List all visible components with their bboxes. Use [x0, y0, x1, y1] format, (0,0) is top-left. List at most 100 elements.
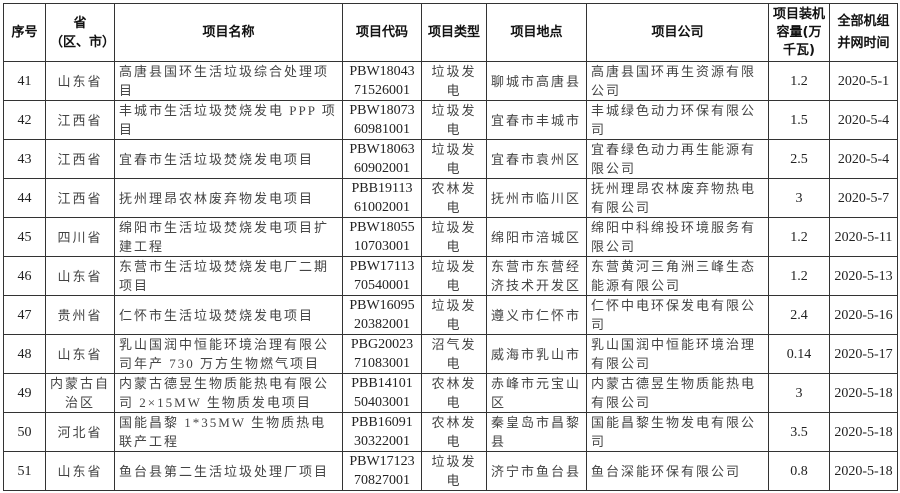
cell-name: 鱼台县第二生活垃圾处理厂项目	[114, 451, 343, 491]
cell-province: 内蒙古自治区	[45, 373, 115, 413]
cell-code: PBB1911361002001	[342, 178, 422, 218]
header-location: 项目地点	[486, 3, 587, 62]
table-row: 51 山东省 鱼台县第二生活垃圾处理厂项目 PBW1712370827001 垃圾发电济…	[3, 451, 898, 491]
header-no: 序号	[3, 3, 46, 62]
cell-code: PBW1806360902001	[342, 139, 422, 179]
cell-code: PBW1805510703001	[342, 217, 422, 257]
cell-no: 41	[3, 61, 46, 101]
table-row: 47 贵州省 仁怀市生活垃圾焚烧发电项目 PBW1609520382001 垃圾发电 遵义…	[3, 295, 898, 335]
cell-province: 江西省	[45, 178, 115, 218]
cell-type: 垃圾发电	[421, 139, 487, 179]
table-row: 49 内蒙古自治区 内蒙古德昱生物质能热电有限公司 2×15MW 生物质发电项目 PB…	[3, 373, 898, 413]
table-row: 45 四川省 绵阳市生活垃圾焚烧发电项目扩建工程 PBW1805510703001 垃圾…	[3, 217, 898, 257]
cell-date: 2020-5-4	[829, 100, 898, 140]
cell-code: PBW1807360981001	[342, 100, 422, 140]
cell-no: 44	[3, 178, 46, 218]
cell-code: PBB1609130322001	[342, 412, 422, 452]
cell-no: 45	[3, 217, 46, 257]
cell-name: 抚州理昂农林废弃物发电项目	[114, 178, 343, 218]
cell-type: 垃圾发电	[421, 217, 487, 257]
cell-type: 垃圾发电	[421, 100, 487, 140]
cell-province: 山东省	[45, 256, 115, 296]
cell-company: 宜春绿色动力再生能源有限公司	[586, 139, 769, 179]
cell-location: 东营市东营经济技术开发区	[486, 256, 587, 296]
cell-code: PBB1410150403001	[342, 373, 422, 413]
cell-province: 四川省	[45, 217, 115, 257]
header-province: 省 （区、市）	[45, 3, 115, 62]
table-row: 44 江西省 抚州理昂农林废弃物发电项目 PBB1911361002001 农林发电 抚州…	[3, 178, 898, 218]
cell-capacity: 3.5	[768, 412, 830, 452]
cell-capacity: 1.2	[768, 217, 830, 257]
cell-no: 51	[3, 451, 46, 491]
cell-code: PBW1711370540001	[342, 256, 422, 296]
header-company: 项目公司	[586, 3, 769, 62]
cell-no: 47	[3, 295, 46, 335]
cell-capacity: 1.5	[768, 100, 830, 140]
cell-location: 聊城市高唐县	[486, 61, 587, 101]
cell-name: 内蒙古德昱生物质能热电有限公司 2×15MW 生物质发电项目	[114, 373, 343, 413]
cell-no: 49	[3, 373, 46, 413]
cell-location: 济宁市鱼台县	[486, 451, 587, 491]
cell-capacity: 0.14	[768, 334, 830, 374]
cell-name: 丰城市生活垃圾焚烧发电 PPP 项目	[114, 100, 343, 140]
header-code: 项目代码	[342, 3, 422, 62]
cell-province: 江西省	[45, 139, 115, 179]
cell-name: 仁怀市生活垃圾焚烧发电项目	[114, 295, 343, 335]
project-table: 序号 省 （区、市） 项目名称 项目代码 项目类型 项目地点 项目公司 项目装机…	[3, 3, 898, 491]
table-row: 48 山东省 乳山国润中恒能环境治理有限公司年产 730 万方生物燃气项目 PBG20…	[3, 334, 898, 374]
cell-date: 2020-5-13	[829, 256, 898, 296]
cell-date: 2020-5-17	[829, 334, 898, 374]
cell-location: 抚州市临川区	[486, 178, 587, 218]
header-capacity: 项目装机容量(万千瓦)	[768, 3, 830, 62]
cell-code: PBW1712370827001	[342, 451, 422, 491]
table-row: 42 江西省 丰城市生活垃圾焚烧发电 PPP 项目 PBW1807360981001 垃…	[3, 100, 898, 140]
cell-date: 2020-5-18	[829, 451, 898, 491]
cell-capacity: 1.2	[768, 61, 830, 101]
header-name: 项目名称	[114, 3, 343, 62]
cell-code: PBW1609520382001	[342, 295, 422, 335]
cell-no: 46	[3, 256, 46, 296]
cell-location: 赤峰市元宝山区	[486, 373, 587, 413]
cell-no: 48	[3, 334, 46, 374]
cell-province: 山东省	[45, 61, 115, 101]
cell-company: 丰城绿色动力环保有限公司	[586, 100, 769, 140]
cell-company: 鱼台深能环保有限公司	[586, 451, 769, 491]
cell-name: 绵阳市生活垃圾焚烧发电项目扩建工程	[114, 217, 343, 257]
cell-name: 乳山国润中恒能环境治理有限公司年产 730 万方生物燃气项目	[114, 334, 343, 374]
cell-company: 东营黄河三角洲三峰生态能源有限公司	[586, 256, 769, 296]
cell-no: 43	[3, 139, 46, 179]
cell-type: 农林发电	[421, 178, 487, 218]
cell-company: 乳山国润中恒能环境治理有限公司	[586, 334, 769, 374]
cell-name: 国能昌黎 1*35MW 生物质热电联产工程	[114, 412, 343, 452]
table-row: 41 山东省 高唐县国环生活垃圾综合处理项目 PBW1804371526001 垃圾发电…	[3, 61, 898, 101]
cell-capacity: 0.8	[768, 451, 830, 491]
table-row: 46 山东省 东营市生活垃圾焚烧发电厂二期项目 PBW1711370540001 垃圾发…	[3, 256, 898, 296]
cell-type: 农林发电	[421, 373, 487, 413]
cell-company: 内蒙古德昱生物质能热电有限公司	[586, 373, 769, 413]
cell-type: 垃圾发电	[421, 61, 487, 101]
cell-capacity: 3	[768, 178, 830, 218]
cell-province: 河北省	[45, 412, 115, 452]
cell-type: 沼气发电	[421, 334, 487, 374]
cell-name: 高唐县国环生活垃圾综合处理项目	[114, 61, 343, 101]
cell-province: 山东省	[45, 334, 115, 374]
cell-name: 东营市生活垃圾焚烧发电厂二期项目	[114, 256, 343, 296]
cell-province: 山东省	[45, 451, 115, 491]
cell-company: 高唐县国环再生资源有限公司	[586, 61, 769, 101]
cell-date: 2020-5-11	[829, 217, 898, 257]
cell-company: 国能昌黎生物发电有限公司	[586, 412, 769, 452]
cell-location: 宜春市袁州区	[486, 139, 587, 179]
cell-location: 威海市乳山市	[486, 334, 587, 374]
cell-date: 2020-5-16	[829, 295, 898, 335]
table-row: 43 江西省 宜春市生活垃圾焚烧发电项目 PBW1806360902001 垃圾发电 宜春…	[3, 139, 898, 179]
cell-type: 垃圾发电	[421, 295, 487, 335]
cell-code: PBG2002371083001	[342, 334, 422, 374]
cell-name: 宜春市生活垃圾焚烧发电项目	[114, 139, 343, 179]
cell-type: 垃圾发电	[421, 451, 487, 491]
cell-date: 2020-5-1	[829, 61, 898, 101]
cell-location: 宜春市丰城市	[486, 100, 587, 140]
cell-company: 绵阳中科绵投环境服务有限公司	[586, 217, 769, 257]
cell-capacity: 3	[768, 373, 830, 413]
cell-capacity: 2.5	[768, 139, 830, 179]
table-row: 50 河北省 国能昌黎 1*35MW 生物质热电联产工程 PBB16091303220…	[3, 412, 898, 452]
